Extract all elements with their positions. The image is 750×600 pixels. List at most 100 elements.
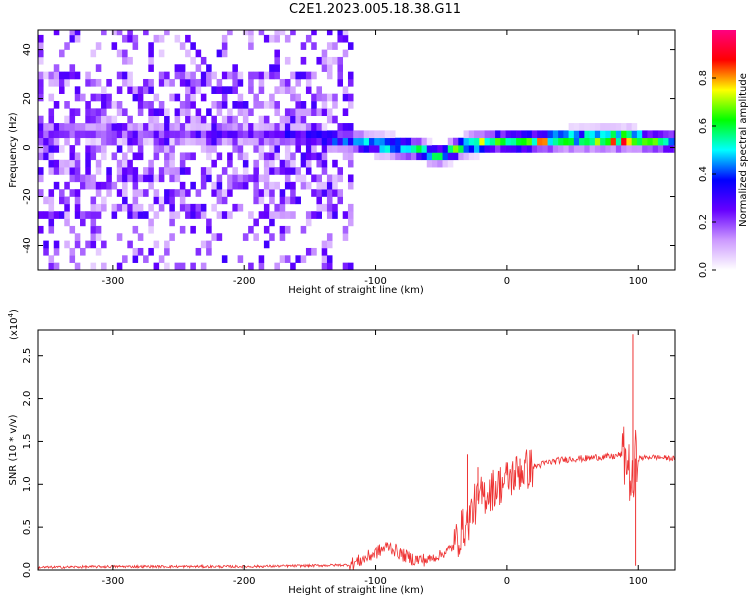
heatmap-cell-188 bbox=[95, 108, 102, 117]
heatmap-cell-1141 bbox=[652, 145, 659, 153]
heatmap-cell-909 bbox=[337, 123, 344, 131]
heatmap-cell-867 bbox=[326, 262, 333, 270]
heatmap-cell-880 bbox=[326, 115, 333, 124]
heatmap-cell-418 bbox=[174, 123, 181, 131]
heatmap-cell-557 bbox=[221, 115, 228, 124]
heatmap-cell-761 bbox=[290, 159, 296, 168]
heatmap-cell-378 bbox=[164, 262, 170, 270]
heatmap-cell-1054 bbox=[521, 137, 527, 146]
heatmap-cell-333 bbox=[148, 174, 154, 183]
heatmap-cell-6 bbox=[38, 145, 44, 153]
heatmap-cell-436 bbox=[179, 123, 186, 131]
heatmap-cell-1155 bbox=[673, 130, 675, 139]
heatmap-cell-881 bbox=[326, 108, 333, 117]
heatmap-cell-655 bbox=[258, 152, 265, 161]
heatmap-cell-257 bbox=[122, 137, 128, 146]
heatmap-cell-635 bbox=[253, 218, 259, 227]
heatmap-cell-1027 bbox=[474, 137, 480, 146]
heatmap-cell-1142 bbox=[652, 137, 659, 146]
heatmap-cell-32 bbox=[48, 218, 55, 227]
heatmap-cell-261 bbox=[122, 78, 128, 87]
heatmap-cell-1046 bbox=[505, 130, 512, 139]
heatmap-cell-432 bbox=[179, 159, 186, 168]
heatmap-cell-129 bbox=[74, 30, 81, 36]
heatmap-cell-481 bbox=[195, 137, 202, 146]
heatmap-cell-440 bbox=[179, 71, 186, 80]
heatmap-cell-148 bbox=[85, 123, 91, 131]
heatmap-cell-419 bbox=[174, 115, 181, 124]
heatmap-cell-199 bbox=[101, 145, 107, 153]
heatmap-cell-979 bbox=[400, 152, 407, 161]
heatmap-cell-997 bbox=[426, 137, 433, 146]
heatmap-cell-994 bbox=[426, 159, 433, 168]
heatmap-cell-943 bbox=[347, 101, 354, 109]
snr-y-tick-label-0: 0.0 bbox=[22, 562, 33, 578]
heatmap-cell-606 bbox=[237, 71, 244, 80]
heatmap-cell-437 bbox=[179, 108, 186, 117]
heatmap-cell-1047 bbox=[510, 145, 517, 153]
heatmap-cell-605 bbox=[237, 78, 244, 87]
heatmap-cell-1025 bbox=[474, 152, 480, 161]
heatmap-cell-778 bbox=[295, 130, 301, 139]
heatmap-cell-852 bbox=[321, 189, 328, 197]
heatmap-cell-1009 bbox=[447, 145, 454, 153]
heatmap-cell-1123 bbox=[621, 123, 627, 131]
heatmap-cell-709 bbox=[274, 130, 280, 139]
heatmap-cell-660 bbox=[258, 115, 265, 124]
heatmap-cell-1058 bbox=[526, 130, 533, 139]
heatmap-cell-12 bbox=[38, 86, 44, 94]
heatmap-cell-1133 bbox=[636, 137, 643, 146]
heatmap-cell-783 bbox=[295, 93, 301, 102]
heatmap-cell-168 bbox=[90, 123, 97, 131]
heatmap-cell-159 bbox=[90, 211, 97, 219]
colorbar-label: Normalized spectral amplitude bbox=[738, 73, 749, 227]
heatmap-cell-266 bbox=[127, 240, 133, 249]
heatmap-cell-792 bbox=[300, 137, 307, 146]
heatmap-cell-829 bbox=[311, 71, 317, 80]
heatmap-cell-570 bbox=[227, 152, 233, 161]
x-tick-label--300: -300 bbox=[102, 276, 125, 287]
heatmap-cell-798 bbox=[300, 71, 307, 80]
heatmap-cell-281 bbox=[127, 34, 133, 43]
heatmap-cell-1064 bbox=[537, 130, 543, 139]
heatmap-cell-445 bbox=[185, 189, 191, 197]
heatmap-cell-323 bbox=[143, 123, 149, 131]
heatmap-cell-974 bbox=[389, 137, 396, 146]
heatmap-cell-948 bbox=[353, 145, 359, 153]
heatmap-cell-39 bbox=[48, 152, 55, 161]
heatmap-cell-1024 bbox=[468, 130, 475, 139]
heatmap-cell-600 bbox=[237, 130, 244, 139]
heatmap-cell-1023 bbox=[468, 137, 475, 146]
heatmap-cell-407 bbox=[169, 130, 175, 139]
heatmap-cell-907 bbox=[337, 137, 344, 146]
heatmap-cell-321 bbox=[143, 137, 149, 146]
heatmap-cell-816 bbox=[305, 34, 312, 43]
snr-panel: -300 -200 -100 0 100 0.0 0.5 1.0 1.5 2.0 2.5 Heig… bbox=[7, 309, 676, 596]
heatmap-cell-531 bbox=[211, 101, 217, 109]
heatmap-cell-742 bbox=[284, 167, 291, 175]
heatmap-cell-1079 bbox=[563, 130, 569, 139]
colorbar: 0.0 0.2 0.4 0.6 0.8 Normalized spectral ampl… bbox=[698, 30, 749, 278]
heatmap-cell-1022 bbox=[468, 145, 475, 153]
heatmap-cell-516 bbox=[206, 123, 212, 131]
heatmap-cell-636 bbox=[253, 196, 259, 205]
heatmap-cell-595 bbox=[237, 181, 244, 190]
heatmap-cell-1076 bbox=[558, 130, 564, 139]
heatmap-cell-409 bbox=[169, 93, 175, 102]
heatmap-cell-813 bbox=[305, 86, 312, 94]
heatmap-cell-121 bbox=[74, 137, 81, 146]
heatmap-cell-929 bbox=[342, 34, 349, 43]
heatmap-cell-1034 bbox=[484, 130, 491, 139]
heatmap-cell-883 bbox=[326, 71, 333, 80]
heatmap-cell-926 bbox=[342, 93, 349, 102]
heatmap-cell-396 bbox=[169, 218, 175, 227]
heatmap-cell-272 bbox=[127, 145, 133, 153]
heatmap-cell-204 bbox=[101, 108, 107, 117]
heatmap-cell-1095 bbox=[584, 123, 590, 131]
heatmap-cell-958 bbox=[368, 137, 375, 146]
heatmap-cell-118 bbox=[74, 167, 81, 175]
heatmap-cell-850 bbox=[321, 240, 328, 249]
heatmap-cell-415 bbox=[174, 167, 181, 175]
x-tick-label--200: -200 bbox=[233, 276, 256, 287]
heatmap-cell-33 bbox=[48, 211, 55, 219]
